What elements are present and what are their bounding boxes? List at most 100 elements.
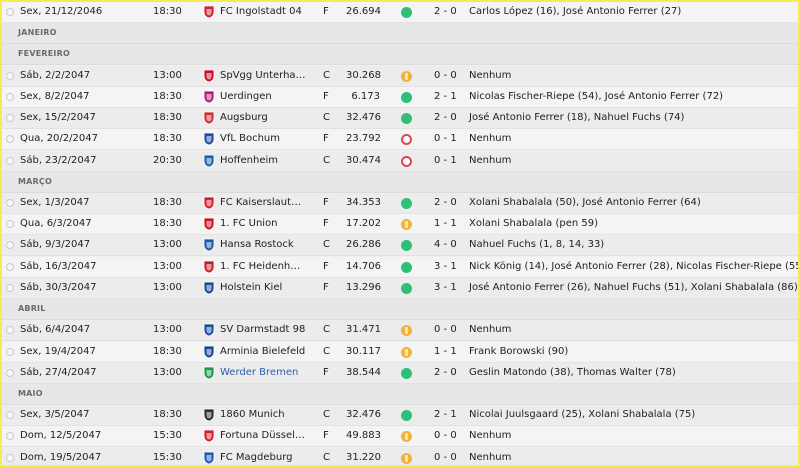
- row-select-radio[interactable]: [6, 157, 14, 165]
- munich-1860-crest-icon: [202, 408, 216, 422]
- win-result-icon: [401, 262, 412, 273]
- opponent-team-link[interactable]: Uerdingen: [220, 91, 272, 102]
- match-date: Sáb, 2/2/2047: [20, 70, 91, 81]
- match-row[interactable]: Dom, 12/5/2047 15:30 Fortuna Düsseld... F 49…: [2, 426, 798, 447]
- match-score[interactable]: 0 - 0: [434, 452, 457, 463]
- match-row[interactable]: Sáb, 9/3/2047 13:00 Hansa Rostock C 26.286 4 …: [2, 235, 798, 256]
- heidenheim-crest-icon: [202, 260, 216, 274]
- row-select-radio[interactable]: [6, 411, 14, 419]
- opponent-team-link[interactable]: SpVgg Unterhac...: [220, 70, 306, 81]
- win-result-icon: [401, 113, 412, 124]
- goal-scorers: Nicolas Fischer-Riepe (54), José Antonio…: [469, 91, 724, 102]
- match-score[interactable]: 3 - 1: [434, 282, 457, 293]
- row-select-radio[interactable]: [6, 72, 14, 80]
- attendance: 30.268: [346, 70, 381, 81]
- match-score[interactable]: 0 - 0: [434, 430, 457, 441]
- opponent-team-link[interactable]: FC Kaiserslautern: [220, 197, 306, 208]
- match-row[interactable]: Sáb, 23/2/2047 20:30 Hoffenheim C 30.474 0 - …: [2, 151, 798, 172]
- match-score[interactable]: 2 - 0: [434, 367, 457, 378]
- row-select-radio[interactable]: [6, 369, 14, 377]
- goal-scorers: Nenhum: [469, 430, 512, 441]
- match-score[interactable]: 1 - 1: [434, 346, 457, 357]
- draw-result-icon: [401, 219, 412, 230]
- opponent-team-link[interactable]: Holstein Kiel: [220, 282, 283, 293]
- draw-result-icon: [401, 71, 412, 82]
- match-score[interactable]: 2 - 0: [434, 197, 457, 208]
- row-select-radio[interactable]: [6, 263, 14, 271]
- augsburg-crest-icon: [202, 111, 216, 125]
- bochum-crest-icon: [202, 132, 216, 146]
- attendance: 23.792: [346, 133, 381, 144]
- match-row[interactable]: Sex, 8/2/2047 18:30 Uerdingen F 6.173 2 - 1 Ni…: [2, 87, 798, 108]
- row-select-radio[interactable]: [6, 284, 14, 292]
- opponent-team-link[interactable]: Hoffenheim: [220, 155, 279, 166]
- darmstadt-crest-icon: [202, 323, 216, 337]
- row-select-radio[interactable]: [6, 348, 14, 356]
- row-select-radio[interactable]: [6, 8, 14, 16]
- row-select-radio[interactable]: [6, 114, 14, 122]
- match-row[interactable]: Sex, 21/12/2046 18:30 FC Ingolstadt 04 F 26.…: [2, 2, 798, 23]
- opponent-team-link[interactable]: 1. FC Union: [220, 218, 278, 229]
- row-select-radio[interactable]: [6, 220, 14, 228]
- opponent-team-link[interactable]: 1860 Munich: [220, 409, 285, 420]
- attendance: 13.296: [346, 282, 381, 293]
- match-score[interactable]: 2 - 1: [434, 91, 457, 102]
- magdeburg-crest-icon: [202, 451, 216, 465]
- match-row[interactable]: Qua, 6/3/2047 18:30 1. FC Union F 17.202 1 - …: [2, 214, 798, 235]
- match-score[interactable]: 0 - 1: [434, 133, 457, 144]
- attendance: 30.117: [346, 346, 381, 357]
- match-score[interactable]: 0 - 0: [434, 324, 457, 335]
- match-score[interactable]: 3 - 1: [434, 261, 457, 272]
- match-row[interactable]: Sáb, 27/4/2047 13:00 Werder Bremen F 38.544 2…: [2, 363, 798, 384]
- attendance: 31.220: [346, 452, 381, 463]
- opponent-team-link[interactable]: SV Darmstadt 98: [220, 324, 306, 335]
- opponent-team-link[interactable]: 1. FC Heidenheim: [220, 261, 306, 272]
- opponent-team-link[interactable]: Hansa Rostock: [220, 239, 294, 250]
- month-label: MAIO: [18, 389, 43, 398]
- match-score[interactable]: 2 - 0: [434, 112, 457, 123]
- row-select-radio[interactable]: [6, 135, 14, 143]
- match-score[interactable]: 0 - 1: [434, 155, 457, 166]
- match-row[interactable]: Sáb, 6/4/2047 13:00 SV Darmstadt 98 C 31.471…: [2, 320, 798, 341]
- opponent-team-link[interactable]: Werder Bremen: [220, 367, 299, 378]
- match-row[interactable]: Sáb, 16/3/2047 13:00 1. FC Heidenheim F 14.7…: [2, 257, 798, 278]
- month-header: MARÇO: [2, 172, 798, 193]
- match-date: Sáb, 30/3/2047: [20, 282, 97, 293]
- hoffenheim-crest-icon: [202, 154, 216, 168]
- match-date: Sáb, 9/3/2047: [20, 239, 91, 250]
- opponent-team-link[interactable]: FC Ingolstadt 04: [220, 6, 302, 17]
- match-row[interactable]: Sex, 1/3/2047 18:30 FC Kaiserslautern F 34.3…: [2, 193, 798, 214]
- match-score[interactable]: 0 - 0: [434, 70, 457, 81]
- match-time: 18:30: [153, 133, 182, 144]
- attendance: 38.544: [346, 367, 381, 378]
- row-select-radio[interactable]: [6, 199, 14, 207]
- uerdingen-crest-icon: [202, 90, 216, 104]
- match-row[interactable]: Sáb, 30/3/2047 13:00 Holstein Kiel F 13.296 3…: [2, 278, 798, 299]
- match-score[interactable]: 2 - 0: [434, 6, 457, 17]
- match-row[interactable]: Sáb, 2/2/2047 13:00 SpVgg Unterhac... C 30.2…: [2, 66, 798, 87]
- match-row[interactable]: Qua, 20/2/2047 18:30 VfL Bochum F 23.792 0 - …: [2, 129, 798, 150]
- ingolstadt-crest-icon: [202, 5, 216, 19]
- match-score[interactable]: 2 - 1: [434, 409, 457, 420]
- opponent-team-link[interactable]: VfL Bochum: [220, 133, 281, 144]
- goal-scorers: José Antonio Ferrer (18), Nahuel Fuchs (…: [469, 112, 685, 123]
- match-row[interactable]: Sex, 19/4/2047 18:30 Arminia Bielefeld C 30.…: [2, 342, 798, 363]
- row-select-radio[interactable]: [6, 93, 14, 101]
- row-select-radio[interactable]: [6, 454, 14, 462]
- row-select-radio[interactable]: [6, 241, 14, 249]
- match-row[interactable]: Dom, 19/5/2047 15:30 FC Magdeburg C 31.220 0 …: [2, 448, 798, 465]
- opponent-team-link[interactable]: Augsburg: [220, 112, 268, 123]
- match-time: 18:30: [153, 112, 182, 123]
- row-select-radio[interactable]: [6, 432, 14, 440]
- row-select-radio[interactable]: [6, 326, 14, 334]
- opponent-team-link[interactable]: Fortuna Düsseld...: [220, 430, 306, 441]
- match-date: Qua, 20/2/2047: [20, 133, 98, 144]
- match-score[interactable]: 1 - 1: [434, 218, 457, 229]
- match-score[interactable]: 4 - 0: [434, 239, 457, 250]
- match-row[interactable]: Sex, 3/5/2047 18:30 1860 Munich C 32.476 2 - …: [2, 405, 798, 426]
- match-row[interactable]: Sex, 15/2/2047 18:30 Augsburg C 32.476 2 - 0 J…: [2, 108, 798, 129]
- match-date: Sex, 3/5/2047: [20, 409, 90, 420]
- opponent-team-link[interactable]: FC Magdeburg: [220, 452, 293, 463]
- opponent-team-link[interactable]: Arminia Bielefeld: [220, 346, 306, 357]
